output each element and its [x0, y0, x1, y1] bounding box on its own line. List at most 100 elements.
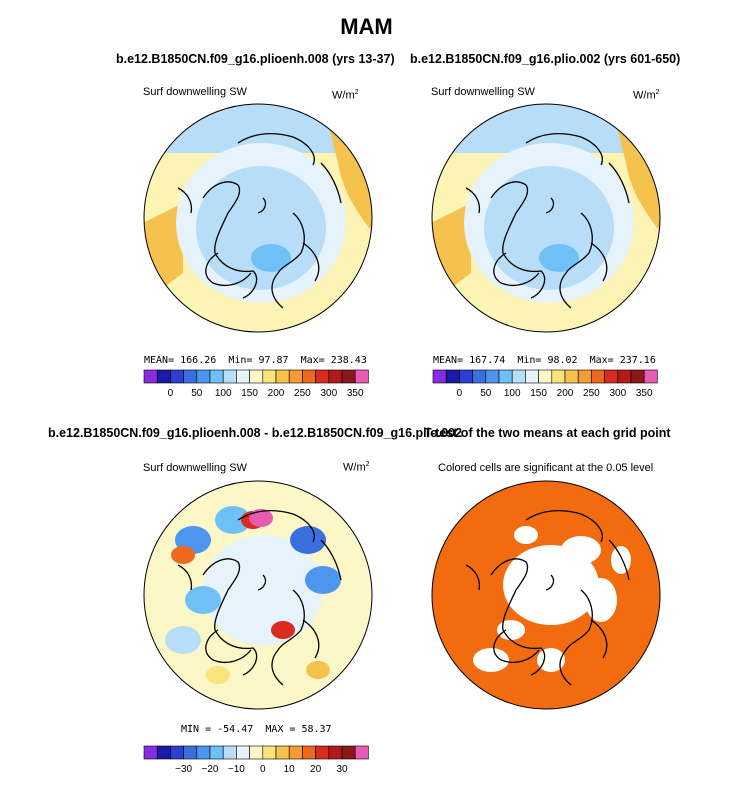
colorbar-3-swatch — [196, 745, 211, 760]
colorbar-3-tick-label: 0 — [260, 764, 266, 775]
colorbar-2-swatch — [577, 369, 592, 384]
panel4-title: T-test of the two means at each grid poi… — [424, 426, 671, 440]
colorbar-1-swatch — [222, 369, 237, 384]
colorbar-3-swatch — [222, 745, 237, 760]
colorbar-3-swatch — [156, 745, 171, 760]
panel3-stats: MIN = -54.47 MAX = 58.37 — [181, 724, 332, 735]
panel1-variable-label: Surf downwelling SW — [143, 86, 247, 98]
colorbar-3-swatch — [262, 745, 277, 760]
colorbar-1-swatch — [183, 369, 198, 384]
coastline — [320, 539, 342, 581]
colorbar-3-swatch — [209, 745, 224, 760]
colorbar-1-swatch — [288, 369, 303, 384]
coastline — [271, 589, 305, 686]
colorbar-1-swatch — [328, 369, 343, 384]
panel1-title: b.e12.B1850CN.f09_g16.plioenh.008 (yrs 1… — [116, 52, 395, 66]
colorbar-3-swatch — [315, 745, 330, 760]
coastline — [177, 187, 193, 214]
colorbar-2-swatch — [485, 369, 500, 384]
colorbar-3-tick-label: 20 — [310, 764, 322, 775]
colorbar-3-tick-label: 30 — [336, 764, 348, 775]
diff-blob — [206, 666, 230, 684]
diff-blob — [171, 546, 195, 564]
coastlines — [465, 132, 630, 309]
colorbar-2-swatch — [551, 369, 566, 384]
coastline — [202, 181, 258, 299]
coastlines — [177, 509, 342, 686]
panel2-mean-label: MEAN= — [433, 355, 464, 366]
coastline — [257, 574, 267, 591]
colorbar-1-swatch — [170, 369, 184, 384]
coastline — [545, 574, 555, 591]
colorbar-1-swatch — [354, 369, 369, 384]
coastline — [205, 252, 252, 287]
colorbar-2-tick-label: 200 — [557, 388, 574, 399]
panel1-colorbar: 0 50 100 150 200 250 300 350 — [143, 369, 369, 399]
colorbar-3-swatch — [183, 745, 198, 760]
colorbar-2-swatch — [630, 369, 645, 384]
colorbar-3-tick-label: −30 — [175, 764, 192, 775]
map-border — [431, 480, 661, 710]
diff-blob — [290, 526, 326, 554]
colorbar-2-tick-label: 300 — [609, 388, 626, 399]
colorbar-1-swatch — [315, 369, 330, 384]
colorbar-1-tick-label: 300 — [320, 388, 337, 399]
coastline — [465, 187, 481, 214]
coastline — [320, 162, 342, 204]
colorbar-3-swatch — [236, 745, 250, 760]
panel1-min-label: Min= — [228, 355, 253, 366]
coastline — [465, 564, 481, 591]
coastline — [302, 619, 320, 659]
colorbar-1-swatch — [275, 369, 290, 384]
min-center — [251, 244, 291, 272]
colorbar-1-tick-label: 0 — [168, 388, 174, 399]
colorbar-3-swatch — [354, 745, 369, 760]
colorbar-2-tick-label: 50 — [480, 388, 492, 399]
colorbar-2-tick-label: 150 — [530, 388, 547, 399]
coastline — [177, 564, 193, 591]
colorbar-3-swatch — [170, 745, 184, 760]
colorbar-2-swatch — [538, 369, 553, 384]
diff-blob — [165, 626, 201, 654]
min-center — [539, 244, 579, 272]
panel3-map — [143, 480, 373, 710]
colorbar-3-swatch — [341, 745, 356, 760]
colorbar-2-swatch — [472, 369, 487, 384]
map-border — [143, 103, 373, 333]
panel1-min-value: 97.87 — [258, 355, 289, 366]
non-significant-region — [473, 648, 509, 672]
coastlines — [177, 132, 342, 309]
colorbar-3-tick-label: 10 — [284, 764, 296, 775]
colorbar-1-swatch — [196, 369, 211, 384]
figure-title: MAM — [340, 14, 393, 39]
colorbar-1-swatch — [209, 369, 224, 384]
coastline — [493, 629, 540, 664]
panel4-map — [431, 480, 661, 710]
ring-blue — [196, 166, 326, 290]
colorbar-1-swatch — [249, 369, 264, 384]
colorbar-1-tick-label: 250 — [294, 388, 311, 399]
diff-blob — [305, 566, 341, 594]
colorbar-1-swatch — [262, 369, 277, 384]
panel2-colorbar: 0 50 100 150 200 250 300 350 — [432, 369, 658, 399]
panel1-max-label: Max= — [300, 355, 325, 366]
colorbar-1-swatch — [302, 369, 316, 384]
panel4-caption: Colored cells are significant at the 0.0… — [438, 462, 654, 474]
panel1-mean-label: MEAN= — [144, 355, 175, 366]
panel2-mean-value: 167.74 — [469, 355, 506, 366]
panel2-variable-label: Surf downwelling SW — [431, 86, 535, 98]
colorbar-2-swatch — [432, 369, 447, 384]
coastline — [490, 558, 546, 676]
panel3-max-value: 58.37 — [301, 724, 332, 735]
colorbar-1-swatch — [156, 369, 171, 384]
map-border — [431, 103, 661, 333]
coastline — [559, 212, 593, 309]
coastline — [525, 132, 603, 166]
panel1-stats: MEAN= 166.26 Min= 97.87 Max= 238.43 — [144, 355, 367, 366]
panel3-colorbar: −30 −20 −10 0 10 20 30 — [143, 745, 369, 775]
colorbar-1-tick-label: 350 — [347, 388, 364, 399]
coastline — [205, 629, 252, 664]
non-significant-region — [585, 578, 617, 622]
coastline — [237, 509, 315, 543]
diff-center — [203, 535, 323, 645]
